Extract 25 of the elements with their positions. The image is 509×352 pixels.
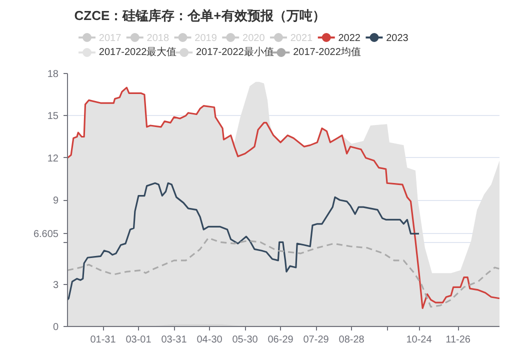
x-tick-label: 03-01 <box>126 334 152 346</box>
y-tick-label: 0 <box>52 322 59 333</box>
x-tick-label: 08-28 <box>338 334 365 346</box>
line-series <box>68 182 420 301</box>
legend-label: 2017-2022最小值 <box>196 46 274 58</box>
x-tick-label: 03-31 <box>161 334 188 346</box>
legend-label: 2023 <box>386 33 409 44</box>
y-tick-label: 15 <box>47 111 59 122</box>
y-tick-label: 6.605 <box>33 229 59 240</box>
x-tick-label: 10-24 <box>406 334 432 346</box>
x-tick-label: 06-29 <box>268 334 294 346</box>
x-tick-label: 01-31 <box>90 334 116 346</box>
x-tick-label: 04-30 <box>196 334 223 346</box>
chart-title: CZCE：硅锰库存：仓单+有效预报（万吨） <box>74 8 326 23</box>
y-tick-label: 18 <box>47 69 59 80</box>
x-tick-label: 05-30 <box>232 334 258 346</box>
line-series <box>68 237 500 308</box>
legend-label: 2017-2022最大值 <box>98 46 177 58</box>
y-tick-label: 3 <box>52 280 59 291</box>
y-tick-label: 12 <box>47 153 59 164</box>
x-tick-label: 07-29 <box>303 334 330 346</box>
legend-label: 2022 <box>338 33 361 44</box>
legend-label: 2017-2022均值 <box>293 46 361 58</box>
x-tick-label: 11-26 <box>446 334 471 346</box>
y-tick-label: 9 <box>52 196 59 206</box>
